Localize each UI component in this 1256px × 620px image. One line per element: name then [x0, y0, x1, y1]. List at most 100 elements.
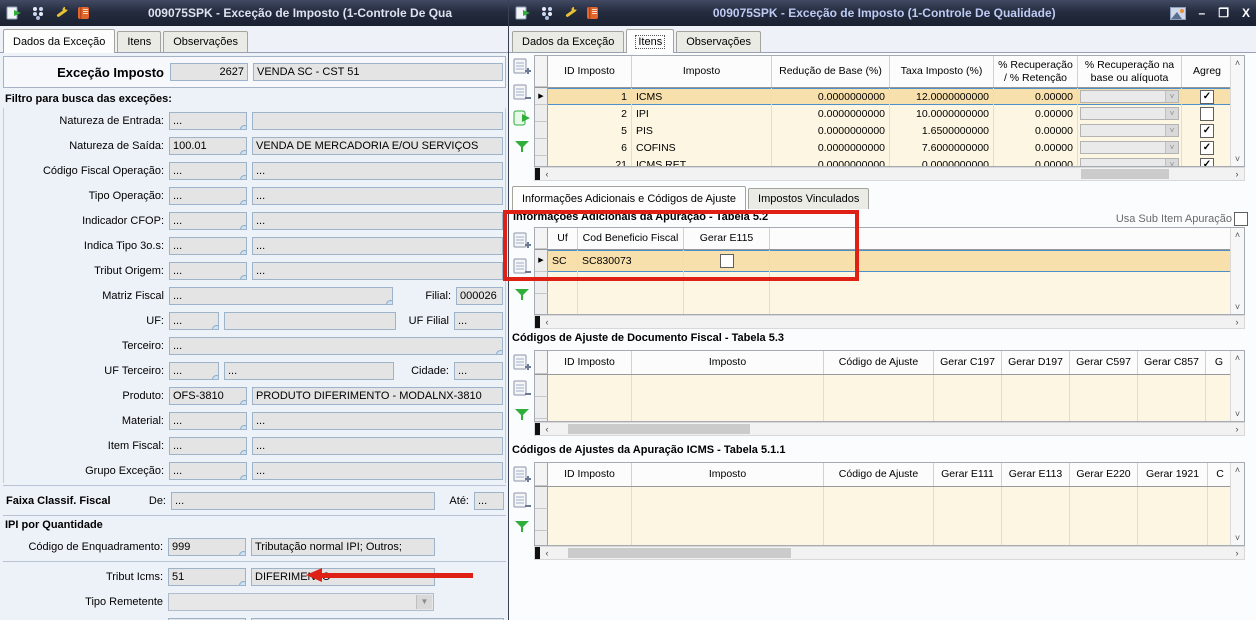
- column-header[interactable]: Código de Ajuste: [824, 463, 934, 486]
- faixa-ate-input[interactable]: ...: [474, 491, 504, 510]
- select-all-cell[interactable]: [535, 56, 548, 87]
- scroll-down-icon[interactable]: ˅: [1234, 409, 1241, 419]
- codigo-enquadramento-input[interactable]: 999: [168, 537, 246, 556]
- maximize-button[interactable]: ❐: [1218, 6, 1229, 20]
- row-selector[interactable]: [535, 419, 548, 421]
- agreg-checkbox[interactable]: [1200, 106, 1214, 121]
- column-header[interactable]: ID Imposto: [548, 463, 632, 486]
- recuperacao-dropdown[interactable]: [1080, 158, 1179, 166]
- table-row[interactable]: ▶ SC SC830073: [535, 250, 1232, 272]
- scroll-track[interactable]: [554, 547, 1230, 559]
- scroll-down-icon[interactable]: ˅: [1234, 302, 1241, 312]
- exception-description-field[interactable]: VENDA SC - CST 51: [253, 63, 503, 81]
- scroll-right-icon[interactable]: ›: [1235, 317, 1239, 327]
- table-row-empty[interactable]: [535, 531, 1232, 545]
- column-header[interactable]: Gerar C597: [1070, 351, 1138, 374]
- lookup-icon[interactable]: [386, 299, 392, 304]
- column-header[interactable]: Gerar C197: [934, 351, 1002, 374]
- lookup-icon[interactable]: [239, 580, 245, 585]
- tribut-origem-input[interactable]: ...: [169, 261, 247, 280]
- add-row-icon[interactable]: [512, 56, 532, 78]
- column-header[interactable]: Imposto: [632, 463, 824, 486]
- scroll-left-icon[interactable]: ‹: [545, 169, 549, 179]
- recuperacao-dropdown[interactable]: [1080, 90, 1179, 103]
- usa-sub-item-checkbox[interactable]: [1234, 212, 1248, 226]
- select-all-cell[interactable]: [535, 351, 548, 374]
- agreg-checkbox[interactable]: [1200, 123, 1214, 138]
- close-button[interactable]: X: [1241, 6, 1250, 20]
- delete-row-icon[interactable]: [512, 256, 532, 278]
- tipo-operacao-input[interactable]: ...: [169, 186, 247, 205]
- lookup-icon[interactable]: [240, 449, 246, 454]
- table-row-empty[interactable]: [535, 509, 1232, 531]
- row-selector[interactable]: [535, 122, 548, 139]
- item-fiscal-input[interactable]: ...: [169, 436, 247, 455]
- lookup-icon[interactable]: [240, 424, 246, 429]
- column-header[interactable]: Gerar E111: [934, 463, 1002, 486]
- lookup-icon[interactable]: [240, 249, 246, 254]
- table-row[interactable]: 6 COFINS 0.0000000000 7.6000000000 0.000…: [535, 139, 1232, 156]
- column-header[interactable]: G: [1214, 356, 1224, 369]
- gerar-e115-checkbox[interactable]: [719, 254, 734, 268]
- tab-observacoes[interactable]: Observações: [163, 31, 249, 52]
- row-selector[interactable]: [535, 487, 548, 509]
- tab-itens[interactable]: Itens: [117, 31, 162, 52]
- filter-icon[interactable]: [512, 516, 532, 538]
- row-selector[interactable]: ▶: [535, 250, 548, 272]
- filter-icon[interactable]: [512, 136, 532, 158]
- agreg-checkbox[interactable]: [1200, 140, 1214, 155]
- uf-input[interactable]: ...: [169, 311, 219, 330]
- column-header[interactable]: Gerar 1921: [1138, 463, 1208, 486]
- table-row[interactable]: 2 IPI 0.0000000000 10.0000000000 0.00000: [535, 105, 1232, 122]
- scroll-up-icon[interactable]: ˄: [1234, 353, 1241, 363]
- vertical-scrollbar[interactable]: ˄ ˅: [1230, 228, 1244, 314]
- indica-tipo-3os-input[interactable]: ...: [169, 236, 247, 255]
- lookup-icon[interactable]: [240, 274, 246, 279]
- filter-icon[interactable]: [512, 404, 532, 426]
- wrench-icon[interactable]: [54, 6, 68, 20]
- column-header[interactable]: Uf: [548, 228, 578, 249]
- scroll-up-icon[interactable]: ˄: [1234, 230, 1241, 240]
- export-rows-icon[interactable]: [512, 108, 532, 130]
- scroll-right-icon[interactable]: ›: [1235, 424, 1239, 434]
- delete-row-icon[interactable]: [512, 378, 532, 400]
- delete-row-icon[interactable]: [512, 490, 532, 512]
- table-row-empty[interactable]: [535, 375, 1232, 397]
- scroll-right-icon[interactable]: ›: [1235, 169, 1239, 179]
- column-header[interactable]: Gerar E220: [1070, 463, 1138, 486]
- scroll-thumb[interactable]: [567, 424, 751, 434]
- add-row-icon[interactable]: [512, 230, 532, 252]
- cidade-field[interactable]: ...: [454, 361, 503, 380]
- column-header[interactable]: Agreg: [1192, 65, 1222, 78]
- tab-dados-da-excecao[interactable]: Dados da Exceção: [512, 31, 625, 52]
- scroll-track[interactable]: [554, 316, 1230, 328]
- export-icon[interactable]: [515, 6, 531, 20]
- scroll-thumb[interactable]: [1081, 169, 1170, 179]
- scroll-right-icon[interactable]: ›: [1235, 548, 1239, 558]
- lookup-icon[interactable]: [239, 550, 245, 555]
- export-icon[interactable]: [6, 6, 22, 20]
- lookup-icon[interactable]: [240, 399, 246, 404]
- material-input[interactable]: ...: [169, 411, 247, 430]
- lookup-icon[interactable]: [240, 224, 246, 229]
- recuperacao-dropdown[interactable]: [1080, 124, 1179, 137]
- scroll-left-icon[interactable]: ‹: [545, 317, 549, 327]
- column-header[interactable]: % Recuperação na base ou alíquota: [1078, 56, 1182, 87]
- column-header[interactable]: C: [1216, 468, 1224, 481]
- scroll-up-icon[interactable]: ˄: [1234, 465, 1241, 475]
- add-row-icon[interactable]: [512, 464, 532, 486]
- tab-observacoes[interactable]: Observações: [676, 31, 762, 52]
- scroll-left-icon[interactable]: ‹: [545, 424, 549, 434]
- horizontal-scrollbar[interactable]: ‹ ›: [534, 546, 1245, 560]
- select-all-cell[interactable]: [535, 463, 548, 486]
- cluster-icon[interactable]: [31, 6, 45, 20]
- row-selector[interactable]: ▶: [535, 88, 548, 105]
- delete-row-icon[interactable]: [512, 82, 532, 104]
- row-selector[interactable]: [535, 294, 548, 314]
- scroll-down-icon[interactable]: ˅: [1234, 533, 1241, 543]
- column-header[interactable]: Redução de Base (%): [772, 56, 890, 87]
- table-row[interactable]: ▶ 1 ICMS 0.0000000000 12.0000000000 0.00…: [535, 88, 1232, 105]
- scroll-track[interactable]: [554, 423, 1230, 435]
- table-row-clipped[interactable]: 21 ICMS RET 0.0000000000 0.0000000000 0.…: [535, 156, 1232, 166]
- horizontal-scrollbar[interactable]: ‹ ›: [534, 315, 1245, 329]
